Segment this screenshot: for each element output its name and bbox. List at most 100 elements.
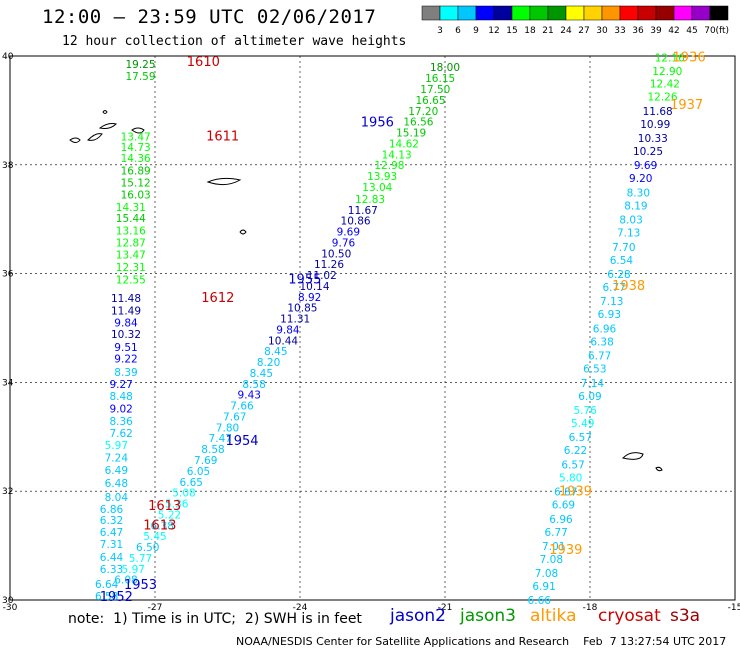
swh-cryosat-point: 15.12 (121, 178, 151, 190)
swh-jason2-point: 6.05 (187, 466, 210, 478)
legend-swatch (709, 5, 729, 21)
swh-jason2-point: 10.86 (341, 216, 371, 228)
swh-altika-point: 10.25 (633, 146, 663, 158)
swh-cryosat-point: 11.49 (111, 305, 141, 317)
swh-jason2-point: 6.38 (151, 520, 174, 532)
pass-time-label: 1613 (148, 499, 181, 514)
swh-cryosat-point: 7.62 (109, 428, 132, 440)
swh-altika-point: 12.90 (652, 66, 682, 78)
legend-label: 24 (560, 26, 572, 36)
swh-jason2-point: 5.08 (172, 488, 195, 500)
swh-altika-point: 7.08 (535, 568, 558, 580)
swh-cryosat-point: 6.49 (105, 465, 128, 477)
swh-jason2-point: 13.93 (367, 171, 397, 183)
swh-cryosat-point: 7.31 (100, 539, 123, 551)
legend-label: 6 (455, 26, 461, 36)
legend-label: 3 (437, 26, 443, 36)
swh-altika-point: 8.03 (619, 215, 642, 227)
legend-mission-jason2: jason2 (390, 606, 446, 626)
swh-jason2-point: 11.31 (280, 314, 310, 326)
swh-altika-point: 5.80 (559, 472, 582, 484)
swh-jason2-point: 15.19 (396, 128, 426, 140)
swh-altika-point: 8.30 (627, 187, 650, 199)
swh-cryosat-point: 6.32 (100, 515, 123, 527)
legend-label: 39 (650, 26, 662, 36)
swh-jason2-point: 10.50 (321, 248, 351, 260)
pass-time-label: 1955 (288, 272, 321, 287)
island-outline (206, 177, 242, 186)
swh-altika-point: 7.14 (581, 378, 605, 390)
swh-jason2-point: 17.20 (408, 106, 438, 118)
legend-label: 30 (596, 26, 608, 36)
swh-cryosat-point: 19.25 (125, 59, 155, 71)
chart-subtitle: 12 hour collection of altimeter wave hei… (62, 34, 407, 49)
swh-altika-point: 12.42 (650, 79, 680, 91)
swh-jason2-point: 5.77 (129, 553, 152, 565)
legend-label: 45 (686, 26, 697, 36)
color-legend: 3 6 9 12 15 18 21 24 27 30 33 36 39 42 45 70 (ft) (421, 5, 729, 36)
y-tick-label: 38 (2, 161, 14, 171)
swh-jason2-point: 5.22 (158, 509, 181, 521)
swh-jason2-point: 10.44 (268, 335, 298, 347)
swh-cryosat-point: 14.31 (116, 202, 146, 214)
swh-jason2-point: 16.15 (425, 73, 455, 85)
swh-jason2-point: 11.26 (314, 259, 344, 271)
swh-cryosat-point: 6.33 (100, 564, 123, 576)
pass-time-label: 1954 (225, 434, 258, 449)
swh-cryosat-point: 17.59 (125, 71, 155, 83)
swh-jason2-point: 9.76 (332, 237, 356, 249)
island-outline (98, 123, 117, 129)
swh-altika-point: 6.38 (590, 336, 613, 348)
swh-altika-point: 10.99 (640, 119, 670, 131)
legend-label: 18 (524, 26, 536, 36)
swh-jason2-point: 7.80 (216, 422, 239, 434)
swh-jason2-point: 7.69 (194, 455, 217, 467)
swh-cryosat-point: 6.48 (105, 478, 128, 490)
swh-altika-point: 6.96 (549, 514, 573, 526)
swh-altika-point: 6.69 (552, 500, 575, 512)
swh-jason2-point: 8.20 (257, 357, 280, 369)
swh-jason2-point: 8.45 (264, 346, 287, 358)
swh-jason2-point: 16.65 (415, 95, 445, 107)
swh-cryosat-point: 12.55 (116, 274, 146, 286)
swh-cryosat-point: 8.04 (105, 492, 129, 504)
swh-cryosat-point: 9.84 (114, 317, 138, 329)
swh-jason2-point: 6.08 (114, 575, 137, 587)
pass-time-label: 1611 (206, 129, 239, 144)
y-tick-label: 36 (2, 270, 14, 280)
swh-jason2-point: 7.47 (209, 433, 232, 445)
swh-jason2-point: 9.43 (238, 390, 261, 402)
swh-altika-point: 6.09 (578, 391, 601, 403)
swh-altika-point: 6.77 (602, 282, 625, 294)
swh-cryosat-point: 6.58 (95, 591, 118, 603)
y-tick-label: 40 (2, 52, 14, 62)
legend-mission-cryosat: cryosat (598, 606, 661, 626)
legend-label: 15 (506, 26, 517, 36)
swh-altika-point: 6.77 (544, 527, 567, 539)
swh-jason2-point: 5.36 (165, 499, 189, 511)
chart-title: 12:00 – 23:59 UTC 02/06/2017 (42, 6, 377, 28)
pass-time-label: 1610 (187, 55, 220, 70)
swh-cryosat-point: 12.87 (116, 237, 146, 249)
swh-jason2-point: 18.00 (430, 62, 460, 74)
swh-cryosat-point: 10.32 (111, 329, 141, 341)
swh-altika-point: 7.01 (542, 541, 565, 553)
y-tick-label: 32 (2, 487, 13, 497)
swh-jason2-point: 9.69 (337, 227, 360, 239)
swh-cryosat-point: 6.86 (100, 504, 124, 516)
legend-mission-jason3: jason3 (460, 606, 516, 626)
island-outline (87, 133, 103, 141)
swh-jason2-point: 5.45 (143, 531, 166, 543)
x-tick-label: -30 (3, 603, 18, 613)
swh-cryosat-point: 16.03 (121, 190, 151, 202)
swh-cryosat-point: 6.47 (100, 527, 123, 539)
swh-cryosat-point: 8.36 (109, 416, 133, 428)
swh-cryosat-point: 15.44 (116, 213, 146, 225)
island-outline (655, 466, 663, 472)
swh-cryosat-point: 9.51 (114, 342, 137, 354)
swh-jason2-point: 7.67 (223, 411, 246, 423)
swh-jason2-point: 7.66 (230, 401, 254, 413)
swh-jason2-point: 5.97 (122, 564, 145, 576)
swh-altika-point: 5.76 (573, 405, 597, 417)
swh-cryosat-point: 13.47 (121, 131, 151, 143)
